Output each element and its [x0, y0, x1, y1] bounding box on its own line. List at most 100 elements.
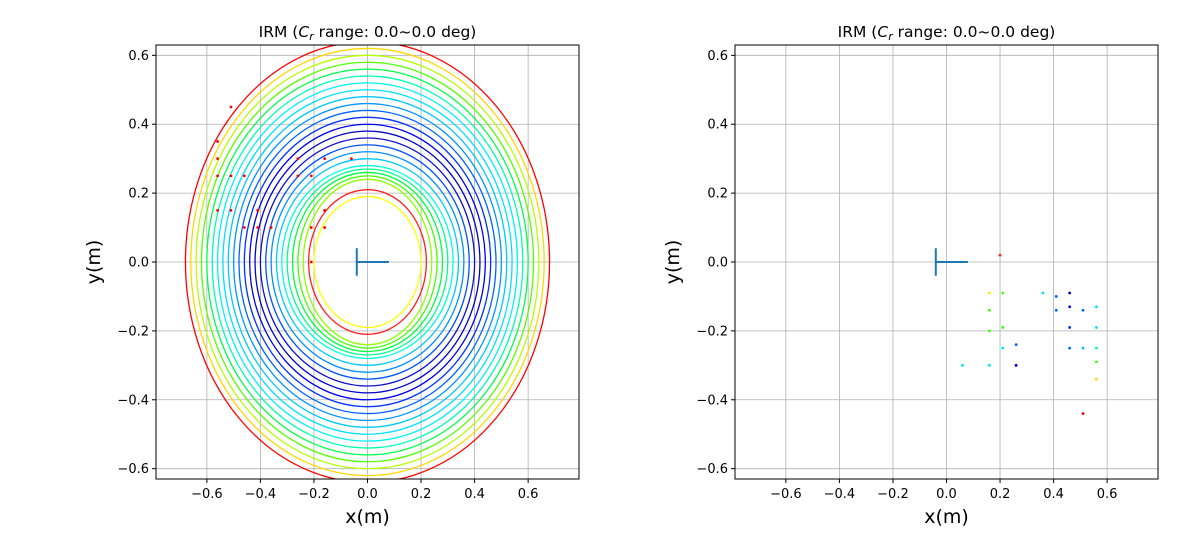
data-point	[1068, 291, 1072, 295]
x-tick-label: 0.2	[990, 487, 1011, 502]
ellipse-series	[184, 45, 551, 479]
data-point	[1081, 346, 1085, 350]
data-point	[309, 260, 313, 264]
contour-ellipse	[200, 61, 535, 463]
title-prefix: IRM (	[838, 23, 878, 41]
title-subscript: r	[888, 30, 894, 43]
data-point	[216, 157, 219, 161]
title-suffix: range: 0.0~0.0 deg)	[893, 23, 1056, 41]
contour-ellipse	[286, 168, 449, 356]
contour-ellipse	[259, 137, 476, 387]
data-point	[998, 253, 1002, 257]
data-point	[1081, 308, 1085, 312]
contour-ellipse	[243, 116, 492, 408]
data-point	[296, 174, 300, 178]
data-point	[1068, 326, 1072, 329]
contour-ellipse	[275, 158, 460, 366]
data-point	[1001, 326, 1005, 329]
x-tick-label: −0.4	[245, 487, 277, 502]
contour-ellipse	[313, 195, 422, 329]
data-point	[1095, 305, 1098, 309]
y-axis-label: y(m)	[662, 240, 684, 285]
data-point	[1014, 363, 1018, 367]
contour-ellipse	[232, 102, 503, 422]
data-point	[229, 105, 233, 109]
x-axis-label: x(m)	[345, 506, 390, 528]
data-point	[1041, 291, 1045, 295]
data-point	[242, 174, 246, 178]
x-tick-label: 0.4	[1043, 487, 1064, 502]
x-tick-label: 0.0	[357, 487, 378, 502]
data-point	[1068, 346, 1072, 350]
contour-ellipse	[297, 175, 438, 349]
contour-ellipse	[211, 75, 524, 449]
contour-ellipse	[216, 82, 519, 442]
data-point	[987, 329, 991, 333]
x-tick-label: −0.2	[877, 487, 909, 502]
x-tick-label: 0.6	[1097, 487, 1118, 502]
y-tick-label: −0.2	[117, 324, 149, 339]
subplot-1: −0.6 −0.4 −0.2 0.0 0.2 0.4 0.6 −0.6 −0.4 −0.2 0.0 0…	[83, 23, 580, 528]
data-point	[961, 363, 964, 367]
x-axis-label: x(m)	[924, 506, 969, 528]
contour-ellipse	[222, 89, 513, 435]
y-tick-label: 0.2	[707, 187, 728, 202]
x-tick-label: −0.6	[770, 487, 802, 502]
title-symbol: C	[877, 23, 888, 41]
data-point	[229, 208, 233, 212]
data-point	[323, 208, 327, 212]
data-point	[1095, 326, 1098, 329]
y-axis-label: y(m)	[83, 240, 105, 285]
contour-ellipse	[291, 171, 444, 353]
data-point	[1054, 295, 1058, 298]
data-point	[323, 226, 327, 229]
x-tick-label: −0.2	[298, 487, 330, 502]
contour-ellipse	[206, 68, 529, 456]
contour-ellipse	[265, 144, 470, 380]
data-point	[216, 140, 219, 143]
y-tick-label: 0.4	[128, 118, 149, 133]
data-point	[323, 157, 327, 161]
data-point	[1068, 305, 1072, 309]
y-tick-label: 0.6	[707, 49, 728, 64]
x-tick-label: 0.6	[518, 487, 539, 502]
data-point	[1014, 343, 1018, 347]
title-prefix: IRM (	[259, 23, 299, 41]
subplot-2: −0.6 −0.4 −0.2 0.0 0.2 0.4 0.6 −0.6 −0.4 −0.2 0.0 0…	[662, 23, 1159, 528]
y-tick-label: −0.4	[117, 393, 149, 408]
data-point	[269, 226, 273, 229]
data-point	[987, 291, 991, 295]
contour-ellipse	[249, 123, 486, 401]
data-point	[216, 208, 219, 212]
contour-ellipse	[195, 54, 540, 470]
data-point	[1081, 412, 1085, 415]
x-tick-label: 0.2	[411, 487, 432, 502]
chart-title: IRM (Cr range: 0.0~0.0 deg)	[838, 23, 1056, 43]
data-point	[242, 226, 246, 229]
title-suffix: range: 0.0~0.0 deg)	[314, 23, 477, 41]
chart-title: IRM (Cr range: 0.0~0.0 deg)	[259, 23, 477, 43]
contour-ellipse	[190, 47, 545, 477]
y-tick-label: 0.4	[707, 118, 728, 133]
y-tick-label: 0.0	[707, 256, 728, 271]
data-point	[309, 174, 313, 178]
data-point	[350, 157, 353, 161]
y-tick-label: −0.6	[696, 462, 728, 477]
contour-ellipse	[281, 164, 454, 360]
data-point	[987, 308, 991, 312]
data-point	[987, 363, 991, 367]
contour-ellipse	[227, 96, 508, 428]
data-point	[1001, 346, 1005, 350]
data-point	[256, 226, 260, 229]
ellipse-series	[961, 253, 1098, 415]
y-tick-label: 0.6	[128, 49, 149, 64]
data-point	[309, 226, 313, 229]
y-tick-label: −0.2	[696, 324, 728, 339]
data-point	[296, 157, 300, 161]
x-tick-label: −0.6	[191, 487, 223, 502]
contour-ellipse	[307, 189, 428, 335]
data-point	[1095, 377, 1098, 381]
data-point	[229, 174, 233, 178]
